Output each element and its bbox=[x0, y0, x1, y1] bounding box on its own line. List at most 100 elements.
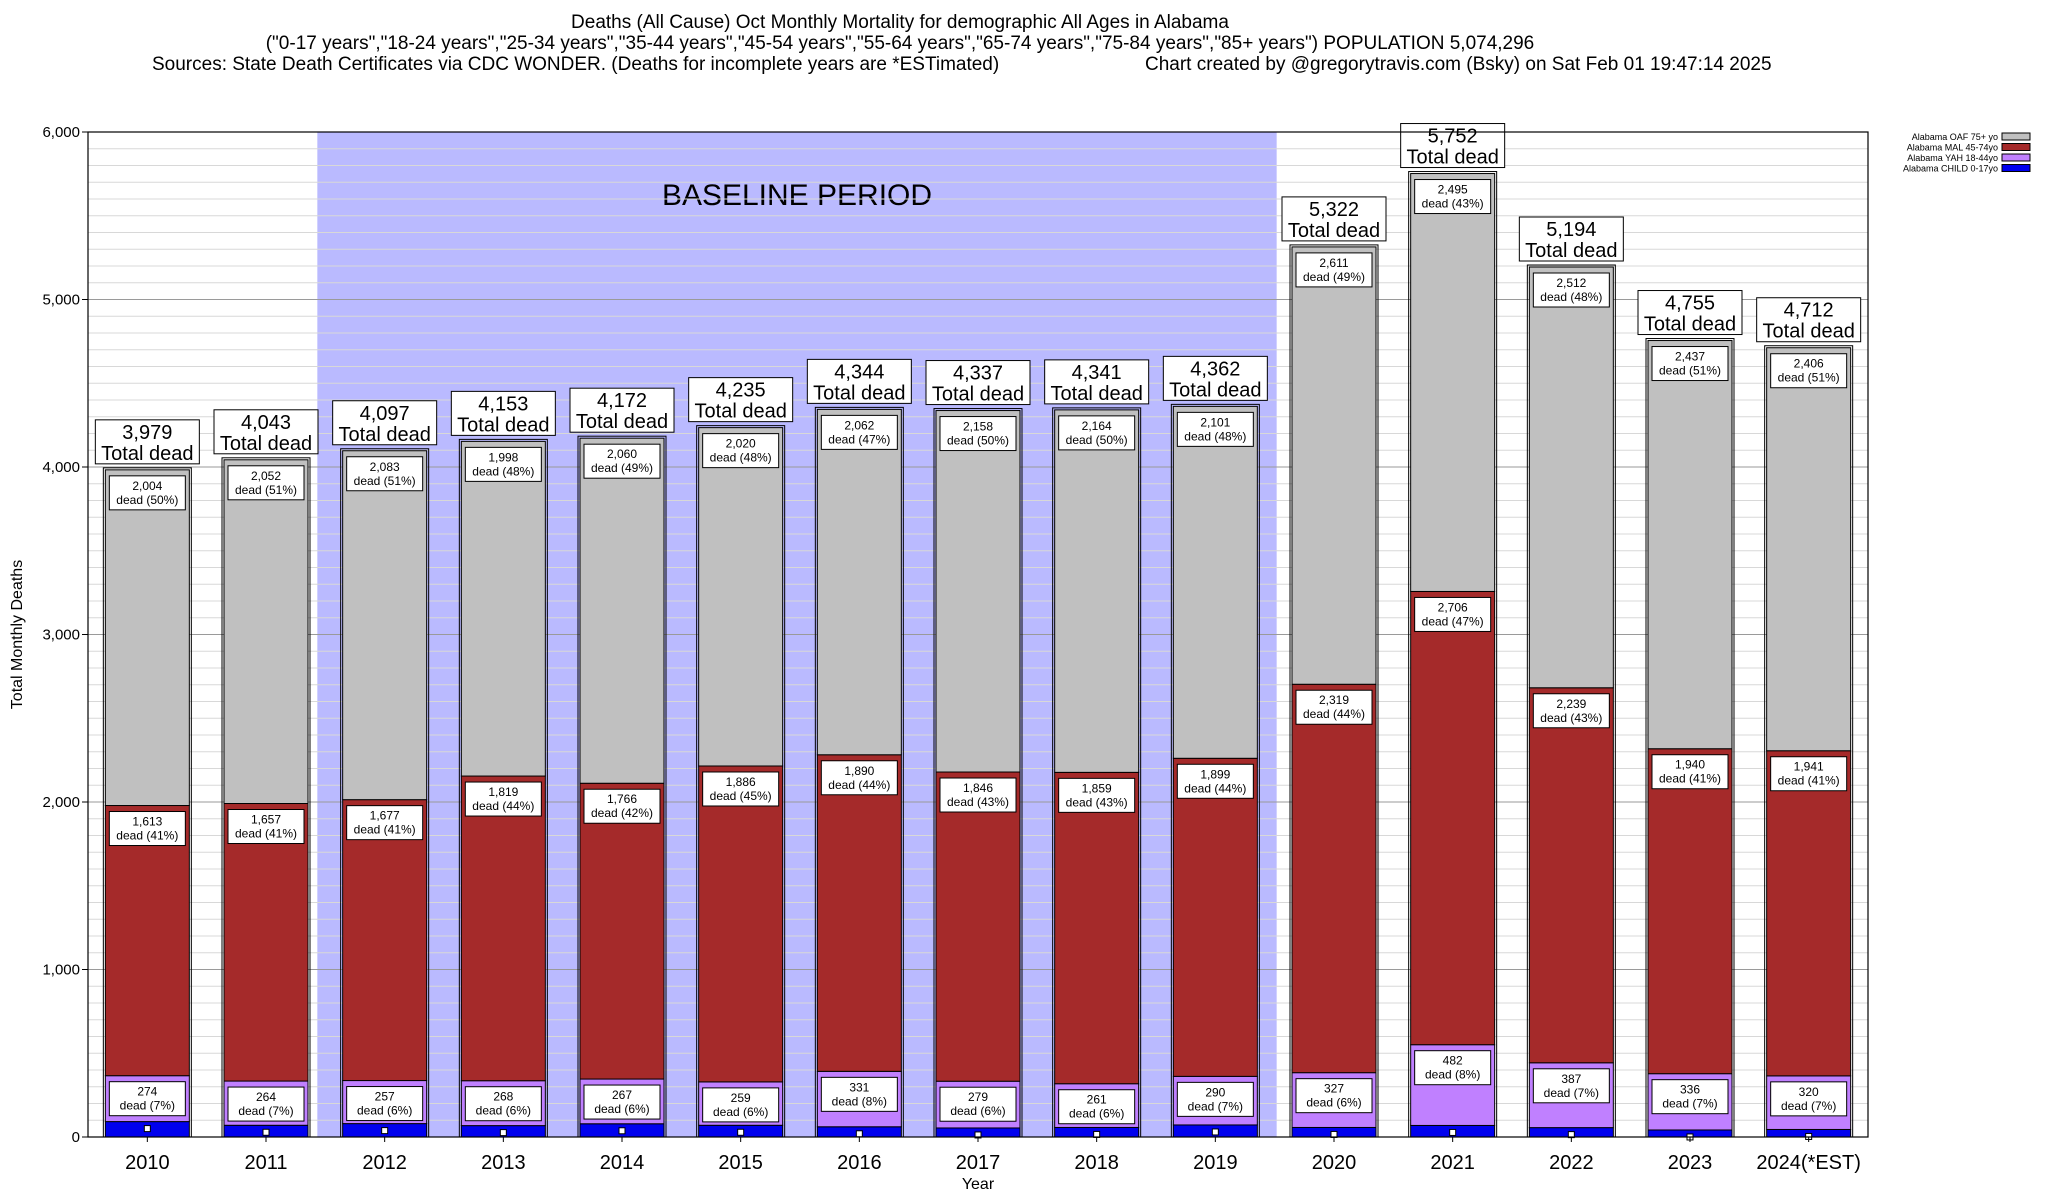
segment-label-box bbox=[1058, 1089, 1136, 1125]
bar-segment-mal bbox=[1410, 590, 1496, 1046]
segment-pct-label: dead (51%) bbox=[235, 483, 297, 497]
total-label-box bbox=[1637, 290, 1743, 336]
segment-pct-label: dead (7%) bbox=[238, 1104, 293, 1118]
total-word-label: Total dead bbox=[695, 401, 787, 423]
segment-pct-label: dead (8%) bbox=[832, 1094, 887, 1108]
total-label-box bbox=[1044, 359, 1150, 405]
child-marker bbox=[1211, 1128, 1219, 1136]
x-tick-label: 2021 bbox=[1430, 1152, 1475, 1174]
bar-segment-mal bbox=[935, 771, 1021, 1082]
segment-label-box bbox=[939, 1086, 1017, 1122]
segment-value-label: 264 bbox=[256, 1090, 276, 1104]
x-tick-label: 2010 bbox=[125, 1152, 170, 1174]
total-value-label: 3,979 bbox=[122, 422, 172, 444]
y-tick-label: 5,000 bbox=[42, 292, 80, 309]
total-value-label: 4,097 bbox=[360, 403, 410, 425]
total-word-label: Total dead bbox=[1525, 240, 1617, 262]
bar-segment-mal bbox=[816, 754, 902, 1072]
segment-label-box bbox=[346, 805, 424, 841]
segment-label-box bbox=[939, 777, 1017, 813]
sources-note: Sources: State Death Certificates via CD… bbox=[152, 54, 1000, 75]
child-marker bbox=[381, 1127, 389, 1135]
y-tick-label: 2,000 bbox=[42, 794, 80, 811]
segment-pct-label: dead (7%) bbox=[1544, 1086, 1599, 1100]
total-label-box bbox=[1518, 216, 1624, 262]
segment-pct-label: dead (50%) bbox=[116, 493, 178, 507]
segment-label-box bbox=[108, 1081, 186, 1117]
segment-label-box bbox=[464, 446, 542, 482]
title-line-1: Deaths (All Cause) Oct Monthly Mortality… bbox=[571, 12, 1229, 33]
legend-label: Alabama OAF 75+ yo bbox=[1912, 132, 1998, 142]
child-marker bbox=[1449, 1128, 1457, 1136]
segment-value-label: 2,083 bbox=[370, 460, 400, 474]
segment-pct-label: dead (51%) bbox=[1659, 364, 1721, 378]
segment-label-box bbox=[1414, 179, 1492, 215]
total-word-label: Total dead bbox=[932, 384, 1024, 406]
total-word-label: Total dead bbox=[339, 424, 431, 446]
total-value-label: 4,755 bbox=[1665, 293, 1715, 315]
total-value-label: 4,712 bbox=[1784, 300, 1834, 322]
segment-value-label: 279 bbox=[968, 1090, 988, 1104]
segment-pct-label: dead (6%) bbox=[357, 1104, 412, 1118]
bar-segment-mal bbox=[104, 805, 190, 1077]
segment-value-label: 320 bbox=[1799, 1085, 1819, 1099]
bar-segment-oaf bbox=[579, 437, 665, 784]
segment-label-box bbox=[1058, 415, 1136, 451]
bar-segment-oaf bbox=[1647, 340, 1733, 750]
segment-pct-label: dead (7%) bbox=[1662, 1097, 1717, 1111]
segment-label-box bbox=[702, 433, 780, 469]
y-tick-label: 0 bbox=[72, 1129, 80, 1146]
segment-value-label: 2,495 bbox=[1438, 183, 1468, 197]
y-tick-label: 3,000 bbox=[42, 627, 80, 644]
segment-pct-label: dead (51%) bbox=[1778, 371, 1840, 385]
segment-pct-label: dead (45%) bbox=[710, 789, 772, 803]
segment-value-label: 2,004 bbox=[132, 479, 162, 493]
segment-label-box bbox=[464, 1086, 542, 1122]
legend-swatch bbox=[2001, 132, 2031, 141]
y-tick-label: 6,000 bbox=[42, 124, 80, 141]
total-word-label: Total dead bbox=[101, 443, 193, 465]
legend-label: Alabama MAL 45-74yo bbox=[1907, 143, 1998, 153]
segment-label-box bbox=[1414, 596, 1492, 632]
segment-label-box bbox=[108, 475, 186, 511]
segment-label-box bbox=[464, 781, 542, 817]
bar-segment-oaf bbox=[698, 427, 784, 767]
segment-label-box bbox=[1176, 411, 1254, 447]
segment-label-box bbox=[702, 771, 780, 807]
total-label-box bbox=[1281, 196, 1387, 242]
total-label-box bbox=[450, 390, 556, 436]
segment-pct-label: dead (43%) bbox=[1422, 197, 1484, 211]
x-tick-label: 2012 bbox=[362, 1152, 407, 1174]
segment-value-label: 2,239 bbox=[1556, 697, 1586, 711]
segment-label-box bbox=[1770, 353, 1848, 389]
x-tick-label: 2017 bbox=[956, 1152, 1001, 1174]
segment-pct-label: dead (49%) bbox=[1303, 270, 1365, 284]
segment-value-label: 1,941 bbox=[1794, 760, 1824, 774]
total-label-box bbox=[806, 358, 912, 404]
segment-pct-label: dead (41%) bbox=[1778, 774, 1840, 788]
segment-value-label: 387 bbox=[1561, 1072, 1581, 1086]
segment-pct-label: dead (6%) bbox=[594, 1102, 649, 1116]
bar-segment-oaf bbox=[1410, 173, 1496, 592]
total-value-label: 5,194 bbox=[1546, 219, 1596, 241]
total-word-label: Total dead bbox=[576, 411, 668, 433]
total-word-label: Total dead bbox=[220, 433, 312, 455]
segment-value-label: 2,060 bbox=[607, 447, 637, 461]
segment-label-box bbox=[227, 809, 305, 845]
segment-value-label: 2,512 bbox=[1556, 276, 1586, 290]
segment-label-box bbox=[1414, 1050, 1492, 1086]
legend-swatch bbox=[2001, 164, 2031, 172]
segment-value-label: 2,706 bbox=[1438, 600, 1468, 614]
segment-label-box bbox=[583, 443, 661, 479]
segment-value-label: 331 bbox=[849, 1080, 869, 1094]
bar-segment-mal bbox=[1528, 687, 1614, 1064]
segment-pct-label: dead (49%) bbox=[591, 461, 653, 475]
segment-pct-label: dead (41%) bbox=[116, 829, 178, 843]
segment-value-label: 261 bbox=[1087, 1093, 1107, 1107]
bar-segment-mal bbox=[1054, 771, 1140, 1085]
segment-pct-label: dead (44%) bbox=[472, 799, 534, 813]
segment-pct-label: dead (44%) bbox=[1303, 707, 1365, 721]
